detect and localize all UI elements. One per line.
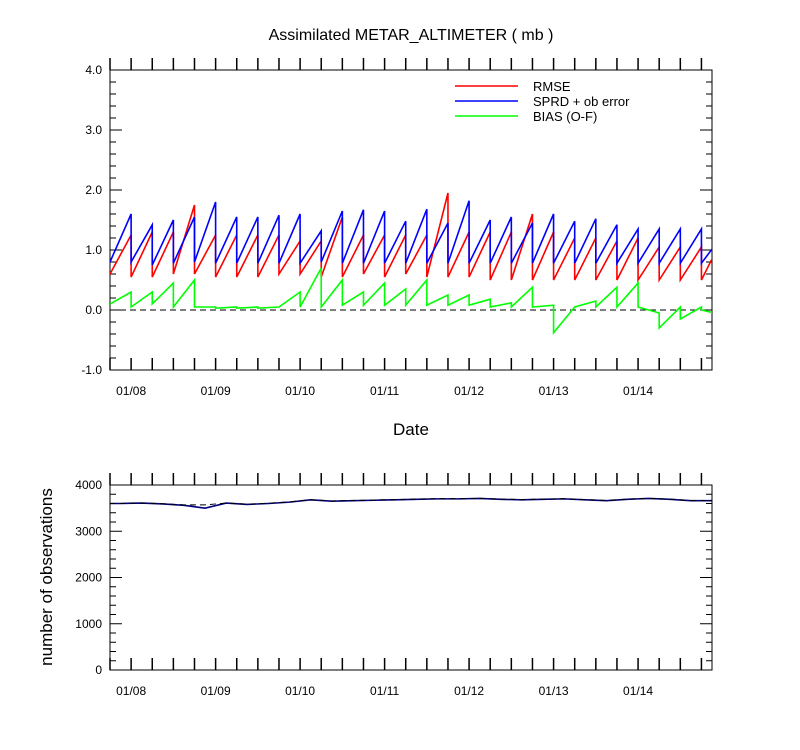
y-tick-label: 0 [95,663,102,677]
y-axis-label-observations: number of observations [37,488,56,666]
x-tick-label: 01/13 [539,384,569,398]
y-tick-label: 2000 [75,571,102,585]
y-tick-label: 0.0 [85,303,102,317]
y-tick-label: 1.0 [85,243,102,257]
bottom-panel: number of observations 01/08 01/09 01/10 01… [37,473,713,698]
bottom-ticks-group: 01/08 01/09 01/10 01/11 01/12 01/13 01/14 0 1000… [75,473,712,698]
top-ticks-group: 01/08 01/09 01/10 01/11 01/12 01/13 01/14 -1.0 0… [81,58,712,398]
x-tick-label: 01/11 [370,384,399,398]
y-tick-label: 3.0 [85,123,102,137]
legend-label: RMSE [533,79,571,94]
x-tick-label: 01/08 [116,684,146,698]
x-axis-label: Date [393,420,429,439]
x-tick-label: 01/09 [201,384,231,398]
series-line-bias-o-f- [110,267,712,336]
x-tick-label: 01/12 [454,384,484,398]
y-tick-label: 4.0 [85,63,102,77]
top-plot-frame [109,69,713,371]
x-tick-label: 01/10 [285,384,315,398]
bottom-plot-frame [109,484,713,671]
bottom-series-group [110,497,712,509]
x-tick-label: 01/09 [201,684,231,698]
legend-label: BIAS (O-F) [533,109,597,124]
legend-label: SPRD + ob error [533,94,630,109]
x-tick-label: 01/08 [116,384,146,398]
x-tick-label: 01/11 [370,684,399,698]
top-panel: Assimilated METAR_ALTIMETER ( mb ) Date … [81,27,713,439]
observations-line-dashed [110,497,712,506]
series-line-sprd-ob-error [110,200,712,267]
y-tick-label: 1000 [75,617,102,631]
y-tick-label: 2.0 [85,183,102,197]
x-tick-label: 01/13 [539,684,569,698]
x-tick-label: 01/12 [454,684,484,698]
y-tick-label: 4000 [75,478,102,492]
y-tick-label: -1.0 [81,363,102,377]
x-tick-label: 01/14 [623,684,653,698]
top-series-group [110,192,712,336]
x-tick-label: 01/14 [623,384,653,398]
chart-title: Assimilated METAR_ALTIMETER ( mb ) [269,27,554,44]
y-tick-label: 3000 [75,524,102,538]
x-tick-label: 01/10 [285,684,315,698]
